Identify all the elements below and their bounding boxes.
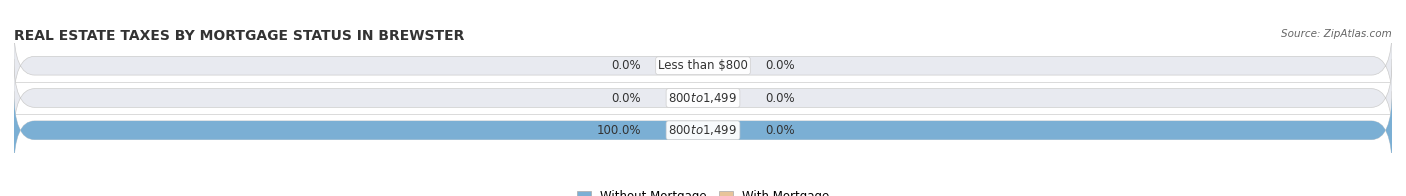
Text: $800 to $1,499: $800 to $1,499 xyxy=(668,91,738,105)
Text: REAL ESTATE TAXES BY MORTGAGE STATUS IN BREWSTER: REAL ESTATE TAXES BY MORTGAGE STATUS IN … xyxy=(14,29,464,43)
Text: $800 to $1,499: $800 to $1,499 xyxy=(668,123,738,137)
Text: 0.0%: 0.0% xyxy=(765,124,794,137)
Text: 0.0%: 0.0% xyxy=(612,92,641,104)
Text: 0.0%: 0.0% xyxy=(765,92,794,104)
FancyBboxPatch shape xyxy=(14,59,1392,137)
Text: Source: ZipAtlas.com: Source: ZipAtlas.com xyxy=(1281,29,1392,39)
Legend: Without Mortgage, With Mortgage: Without Mortgage, With Mortgage xyxy=(572,185,834,196)
FancyBboxPatch shape xyxy=(14,91,1392,169)
Text: 100.0%: 100.0% xyxy=(596,124,641,137)
Text: 0.0%: 0.0% xyxy=(765,59,794,72)
Text: 0.0%: 0.0% xyxy=(612,59,641,72)
Text: Less than $800: Less than $800 xyxy=(658,59,748,72)
FancyBboxPatch shape xyxy=(14,27,1392,105)
FancyBboxPatch shape xyxy=(14,91,1392,169)
